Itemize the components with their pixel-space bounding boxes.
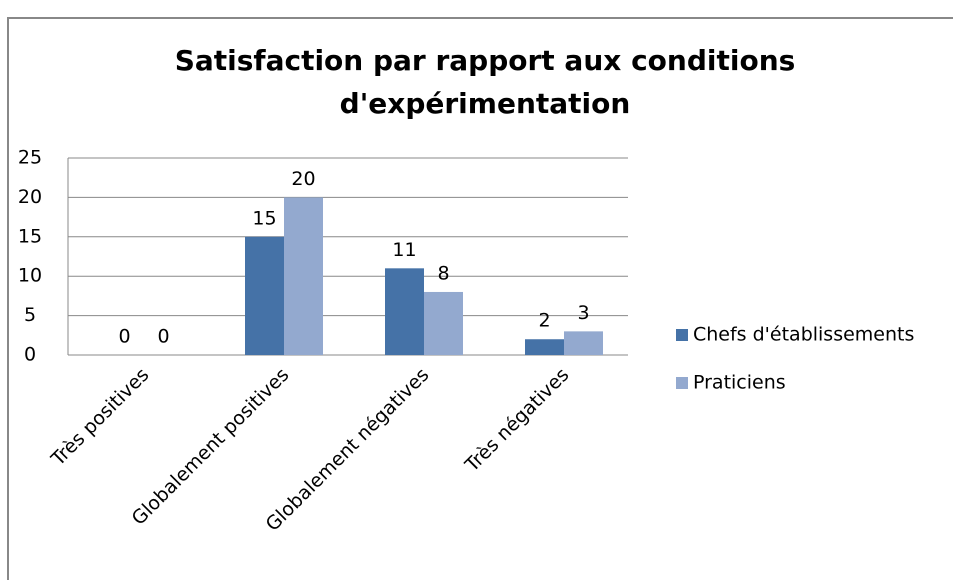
data-label: 0 xyxy=(157,326,169,348)
y-tick-label: 15 xyxy=(18,225,42,247)
data-label: 11 xyxy=(392,239,416,261)
bar xyxy=(525,339,564,355)
data-label: 8 xyxy=(437,262,449,284)
chart-title: d'expérimentation xyxy=(340,87,631,120)
y-tick-label: 20 xyxy=(18,186,42,208)
bar xyxy=(245,236,284,355)
legend-swatch xyxy=(676,329,688,341)
bar xyxy=(284,197,323,355)
legend-label: Praticiens xyxy=(693,372,786,394)
y-tick-label: 25 xyxy=(18,147,42,169)
y-tick-label: 5 xyxy=(24,304,36,326)
data-label: 2 xyxy=(538,310,550,332)
bar xyxy=(424,291,463,355)
y-tick-label: 0 xyxy=(24,344,36,366)
y-tick-label: 10 xyxy=(18,265,42,287)
legend-label: Chefs d'établissements xyxy=(693,324,914,346)
data-label: 0 xyxy=(118,326,130,348)
bar xyxy=(564,331,603,355)
data-label: 15 xyxy=(252,207,276,229)
data-label: 3 xyxy=(577,302,589,324)
chart-border xyxy=(7,17,953,580)
data-label: 20 xyxy=(291,168,315,190)
bar xyxy=(385,268,424,355)
chart-title: Satisfaction par rapport aux conditions xyxy=(175,44,796,77)
legend-swatch xyxy=(676,377,688,389)
